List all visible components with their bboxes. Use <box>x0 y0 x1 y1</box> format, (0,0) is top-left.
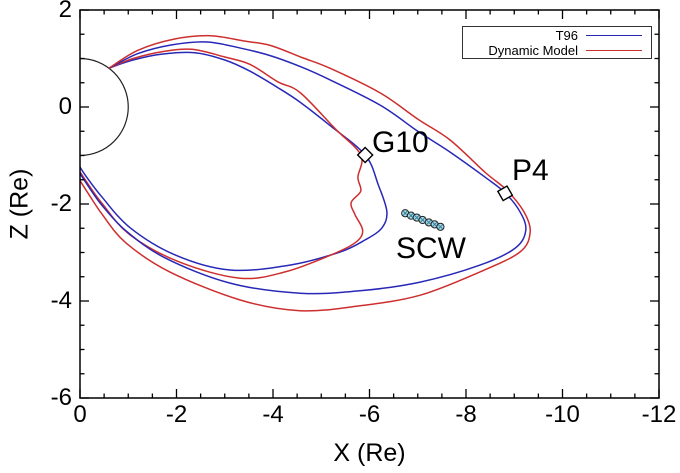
scw-marker-cross <box>437 224 444 230</box>
legend-row-dynamic-model: Dynamic Model <box>463 43 651 58</box>
field-line-1 <box>80 48 364 280</box>
x-tick-label: 0 <box>73 401 87 428</box>
plot-frame <box>79 9 660 399</box>
earth-circle <box>80 57 129 157</box>
scw-marker-cross <box>402 210 408 216</box>
satellite-diamond-marker-g10 <box>356 146 374 164</box>
scw-marker-cross <box>414 214 420 221</box>
legend-label-dynamic-model: Dynamic Model <box>488 42 578 58</box>
z-tick-label: -4 <box>50 287 72 314</box>
annotation-scw: SCW <box>396 232 466 265</box>
x-axis-label: X (Re) <box>333 439 406 467</box>
z-tick-label: 2 <box>58 0 72 23</box>
x-tick-label: -12 <box>641 401 677 428</box>
legend-line-t96-icon <box>586 34 642 36</box>
scw-marker-cross <box>426 219 432 226</box>
scw-marker-cross <box>432 221 438 227</box>
x-tick-label: -4 <box>262 401 284 428</box>
annotation-p4: P4 <box>512 154 549 187</box>
scw-marker-cross <box>408 213 414 219</box>
z-tick-label: -6 <box>50 384 72 411</box>
x-tick-label: -2 <box>165 401 188 428</box>
x-tick-label: -10 <box>545 401 580 428</box>
legend-line-dynamic-model-icon <box>586 49 642 51</box>
legend-label-t96: T96 <box>555 27 578 43</box>
x-tick-label: -8 <box>455 401 477 428</box>
legend-row-t96: T96 <box>463 28 651 43</box>
field-line-0 <box>80 51 388 272</box>
scw-marker-cross <box>419 217 426 223</box>
satellite-diamond-marker-p4 <box>496 185 514 202</box>
annotation-g10: G10 <box>372 126 429 159</box>
x-tick-label: -6 <box>358 401 381 428</box>
z-tick-label: 0 <box>58 93 72 120</box>
legend: T96 Dynamic Model <box>462 26 652 59</box>
field-line-3 <box>80 34 532 312</box>
z-tick-label: -2 <box>50 190 72 217</box>
field-line-2 <box>80 41 527 295</box>
